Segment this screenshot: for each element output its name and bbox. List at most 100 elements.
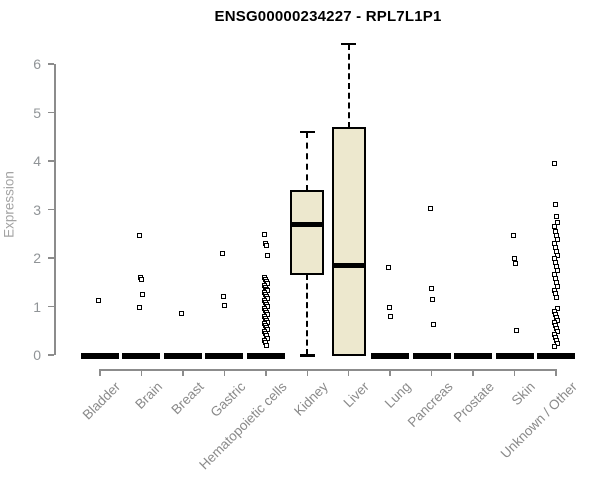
outlier-point <box>554 329 560 335</box>
x-axis-tick <box>182 369 184 376</box>
x-axis-tick <box>472 369 474 376</box>
outlier-point <box>554 237 560 243</box>
y-axis-tick <box>48 354 55 356</box>
outlier-point <box>553 214 559 220</box>
zero-box-bar <box>163 353 202 359</box>
x-category-label: Skin <box>508 379 539 409</box>
x-category-label: Breast <box>168 379 207 418</box>
outlier-point <box>137 233 143 239</box>
zero-box-bar <box>122 353 161 359</box>
y-tick-label: 3 <box>33 201 41 218</box>
x-axis-tick <box>555 369 557 376</box>
y-axis-tick <box>48 305 55 308</box>
x-category-label: Kidney <box>291 379 331 419</box>
upper-whisker-cap <box>341 42 357 46</box>
y-tick-label: 0 <box>33 347 41 363</box>
zero-box-bar <box>412 353 451 359</box>
upper-whisker <box>306 131 309 192</box>
x-axis-tick <box>265 369 267 376</box>
outlier-point <box>554 340 560 346</box>
outlier-point <box>511 256 517 262</box>
y-tick-label: 5 <box>33 104 41 121</box>
x-axis-tick <box>430 369 433 376</box>
x-category-label: Liver <box>341 379 373 411</box>
y-axis-tick <box>48 160 55 162</box>
box-iqr <box>290 190 325 275</box>
outlier-point <box>428 285 434 291</box>
outlier-point <box>386 265 392 271</box>
outlier-point <box>554 305 560 311</box>
outlier-point <box>429 296 435 302</box>
outlier-point <box>387 305 393 311</box>
y-tick-label: 4 <box>33 153 41 169</box>
x-category-label: Prostate <box>450 379 497 426</box>
outlier-point <box>554 219 560 225</box>
outlier-point <box>263 242 269 248</box>
outlier-point <box>220 250 226 256</box>
outlier-point <box>178 310 184 316</box>
lower-whisker <box>306 273 309 355</box>
y-axis-tick <box>48 63 55 65</box>
x-axis-tick <box>99 369 101 376</box>
y-axis-line <box>54 64 56 355</box>
chart-title: ENSG00000234227 - RPL7L1P1 <box>214 8 442 25</box>
outlier-point <box>510 233 516 239</box>
outlier-point <box>551 160 557 166</box>
outlier-point <box>140 291 146 297</box>
outlier-point <box>554 252 560 258</box>
x-axis-tick <box>389 369 391 376</box>
y-tick-label: 2 <box>33 250 41 266</box>
y-tick-label: 1 <box>33 298 41 315</box>
zero-box-bar <box>205 353 244 359</box>
outlier-point <box>96 298 101 304</box>
outlier-point <box>263 342 269 348</box>
median-line <box>290 221 325 227</box>
outlier-point <box>388 313 394 319</box>
outlier-point <box>554 317 560 323</box>
lower-whisker-cap <box>299 354 315 357</box>
zero-box-bar <box>371 353 410 359</box>
outlier-point <box>221 294 227 300</box>
x-category-label: Lung <box>381 379 414 411</box>
outlier-point <box>551 343 557 349</box>
outlier-point <box>513 328 519 334</box>
box-iqr <box>331 127 366 356</box>
x-category-label: Bladder <box>80 379 124 423</box>
outlier-point <box>554 283 560 289</box>
x-axis-line <box>100 369 558 371</box>
outlier-point <box>222 303 228 309</box>
upper-whisker <box>347 43 350 128</box>
zero-box-bar <box>454 353 493 359</box>
x-category-label: Brain <box>132 379 166 412</box>
outlier-point <box>512 261 518 267</box>
outlier-point <box>430 322 436 328</box>
outlier-point <box>261 232 267 238</box>
zero-box-bar <box>81 353 119 359</box>
zero-box-bar <box>495 353 534 359</box>
x-category-label: Unknown / Other <box>497 379 580 462</box>
outlier-point <box>551 224 557 230</box>
y-axis-tick <box>48 208 55 211</box>
upper-whisker-cap <box>299 130 315 134</box>
y-axis-tick <box>48 257 55 259</box>
outlier-point <box>554 267 560 273</box>
x-axis-tick <box>306 369 308 376</box>
y-tick-label: 6 <box>33 56 41 72</box>
x-category-label: Gastric <box>207 379 248 420</box>
x-axis-tick <box>223 369 226 376</box>
outlier-point <box>139 277 145 283</box>
outlier-point <box>552 202 558 208</box>
median-line <box>331 262 366 268</box>
zero-box-bar <box>246 353 285 359</box>
outlier-point <box>553 295 559 301</box>
outlier-point <box>264 252 270 258</box>
x-axis-tick <box>140 369 143 376</box>
outlier-point <box>137 304 143 310</box>
x-category-label: Pancreas <box>404 379 456 430</box>
outlier-point <box>427 206 433 212</box>
y-axis-tick <box>48 111 55 114</box>
x-axis-tick <box>513 369 516 376</box>
zero-box-bar <box>536 353 575 359</box>
